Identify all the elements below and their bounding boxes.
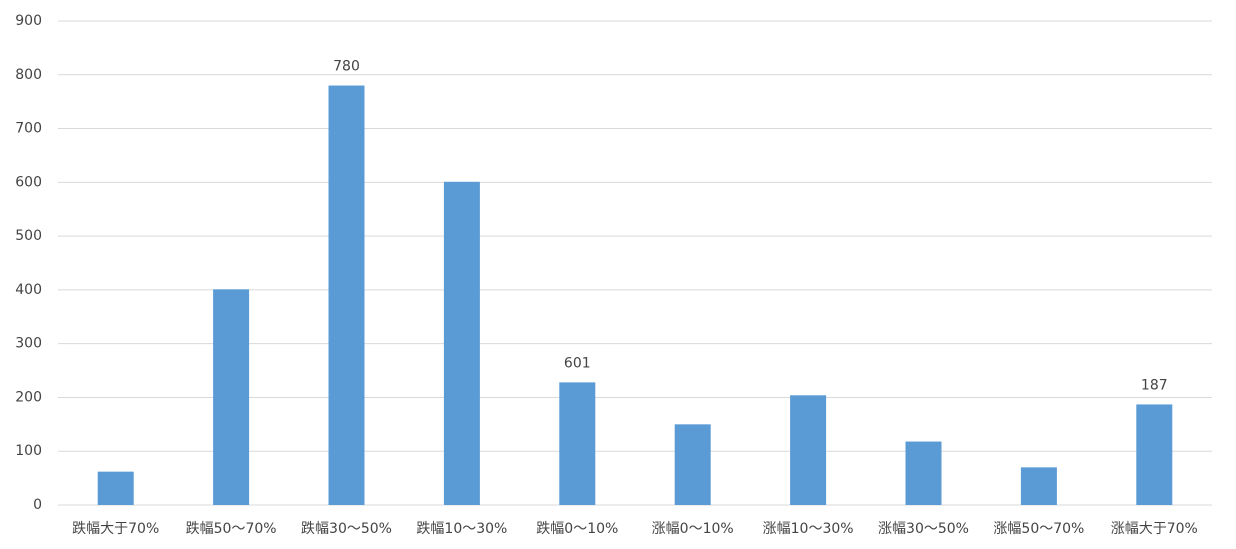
bar	[97, 471, 134, 505]
x-tick-label: 跌幅大于70%	[72, 521, 159, 537]
y-tick-label: 900	[15, 13, 42, 29]
bar	[905, 441, 942, 505]
bar	[213, 289, 250, 505]
data-label: 780	[333, 59, 360, 75]
data-label: 187	[1141, 377, 1168, 393]
y-tick-label: 700	[15, 121, 42, 137]
x-tick-label: 跌幅10～30%	[416, 521, 507, 537]
bar	[790, 395, 827, 505]
y-tick-label: 100	[15, 443, 42, 459]
x-tick-label: 涨幅50～70%	[993, 521, 1084, 537]
bar	[674, 424, 711, 505]
bar	[1136, 404, 1173, 505]
y-tick-label: 500	[15, 228, 42, 244]
x-tick-label: 涨幅30～50%	[878, 521, 969, 537]
bar	[559, 382, 596, 505]
y-tick-label: 0	[33, 497, 42, 513]
bar	[1020, 467, 1057, 505]
x-tick-label: 涨幅10～30%	[763, 521, 854, 537]
y-tick-label: 800	[15, 67, 42, 83]
y-tick-label: 300	[15, 336, 42, 352]
x-tick-label: 跌幅30～50%	[301, 521, 392, 537]
y-tick-label: 200	[15, 389, 42, 405]
x-tick-label: 跌幅0～10%	[536, 521, 618, 537]
x-tick-label: 跌幅50～70%	[186, 521, 277, 537]
x-tick-label: 涨幅0～10%	[652, 521, 734, 537]
bar	[443, 181, 480, 505]
bar	[328, 85, 365, 506]
data-label: 601	[564, 355, 591, 371]
y-tick-label: 400	[15, 282, 42, 298]
x-tick-label: 涨幅大于70%	[1111, 521, 1198, 537]
y-tick-label: 600	[15, 174, 42, 190]
